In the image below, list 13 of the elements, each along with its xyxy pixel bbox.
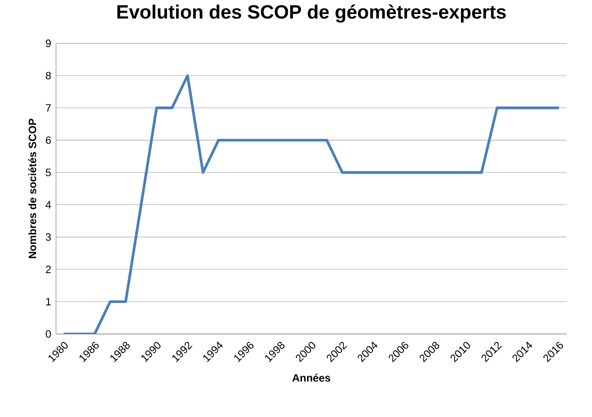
y-tick-label: 2 xyxy=(46,266,51,274)
y-tick-label: 7 xyxy=(46,104,51,112)
y-tick-label: 4 xyxy=(46,201,51,209)
y-tick-label: 1 xyxy=(46,298,51,306)
y-tick-label: 6 xyxy=(46,136,51,144)
y-axis-title: Nombres de sociétés SCOP xyxy=(28,118,36,258)
y-tick-label: 8 xyxy=(46,72,51,80)
y-tick-label: 3 xyxy=(46,233,51,242)
chart-title: Evolution des SCOP de géomètres-experts xyxy=(117,4,506,23)
y-tick-label: 5 xyxy=(46,168,51,176)
x-axis-title: Années xyxy=(292,374,330,382)
y-tick-label: 0 xyxy=(46,330,51,338)
y-tick-label: 9 xyxy=(46,40,51,48)
